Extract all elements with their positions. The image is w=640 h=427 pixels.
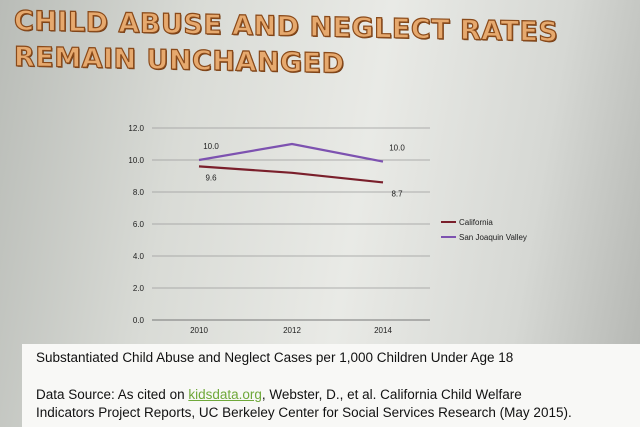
data-label: 8.7: [391, 189, 403, 198]
y-tick-label: 4.0: [133, 252, 145, 261]
source-rest: , Webster, D., et al. California Child W…: [261, 387, 522, 402]
y-tick-label: 12.0: [128, 124, 144, 133]
y-tick-label: 0.0: [133, 316, 145, 325]
data-label: 9.6: [205, 173, 217, 182]
legend-label: San Joaquin Valley: [459, 233, 527, 242]
series-line-california: [198, 165, 384, 184]
series-line-san-joaquin-valley: [198, 142, 384, 163]
x-tick-label: 2010: [190, 326, 208, 335]
x-axis-labels: 2010 2012 2014: [190, 326, 392, 335]
chart-legend: California San Joaquin Valley: [441, 218, 527, 242]
series-lines: [198, 142, 384, 184]
y-tick-label: 10.0: [128, 156, 144, 165]
y-tick-label: 8.0: [133, 188, 145, 197]
legend-label: California: [459, 218, 493, 227]
y-tick-label: 2.0: [133, 284, 145, 293]
source-line-2: Indicators Project Reports, UC Berkeley …: [36, 405, 572, 420]
caption-box: Substantiated Child Abuse and Neglect Ca…: [22, 344, 640, 427]
source-link[interactable]: kidsdata.org: [188, 387, 262, 402]
data-labels: 9.6 8.7 10.0 10.0: [203, 142, 405, 198]
data-label: 10.0: [203, 142, 219, 151]
chart-subtitle: Substantiated Child Abuse and Neglect Ca…: [36, 350, 514, 365]
chart-grid: [152, 127, 430, 321]
x-tick-label: 2012: [283, 326, 301, 335]
line-chart: 0.0 2.0 4.0 6.0 8.0 10.0 12.0 2010 2012 2014 9.6…: [128, 124, 527, 335]
data-label: 10.0: [389, 144, 405, 153]
source-prefix: Data Source: As cited on: [36, 387, 189, 402]
y-axis-labels: 0.0 2.0 4.0 6.0 8.0 10.0 12.0: [128, 124, 144, 325]
data-source: Data Source: As cited on kidsdata.org, W…: [36, 386, 572, 422]
x-tick-label: 2014: [374, 326, 392, 335]
y-tick-label: 6.0: [133, 220, 145, 229]
